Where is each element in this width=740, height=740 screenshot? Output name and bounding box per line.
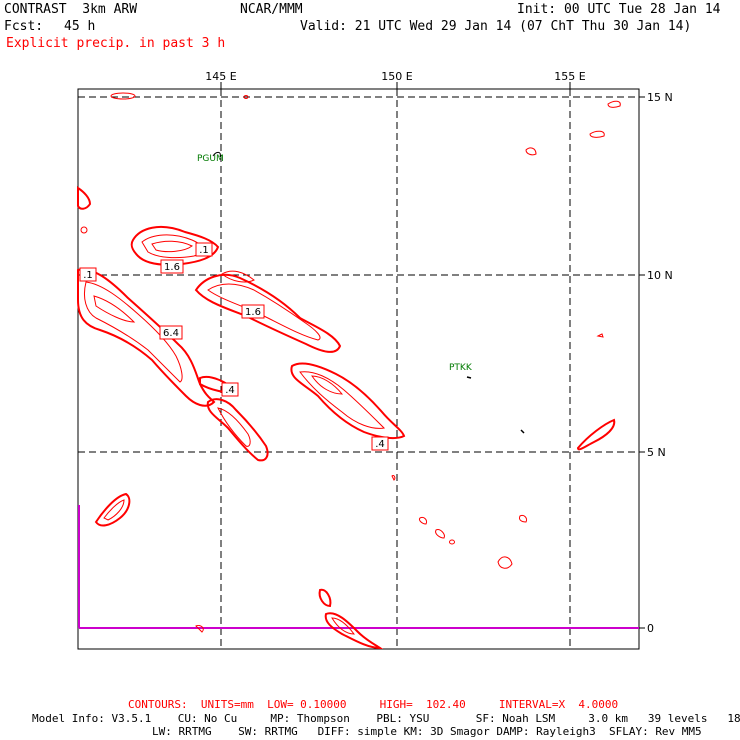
- lat-label-0: 0: [647, 622, 654, 635]
- valid-time: Valid: 21 UTC Wed 29 Jan 14 (07 ChT Thu …: [300, 19, 692, 34]
- lat-label-5n: 5 N: [647, 446, 666, 459]
- forecast-label: Fcst:: [4, 19, 44, 34]
- model-info-line-1: Model Info: V3.5.1 CU: No Cu MP: Thompso…: [32, 712, 740, 725]
- contour-label-5: 6.4: [163, 328, 179, 339]
- domain-boundary: [78, 505, 639, 629]
- station-pgum: PGUM: [197, 154, 224, 164]
- init-time: Init: 00 UTC Tue 28 Jan 14: [517, 2, 721, 17]
- lat-label-10n: 10 N: [647, 269, 673, 282]
- contour-label-2: 1.6: [164, 262, 180, 273]
- contour-label-1: .1: [199, 245, 209, 256]
- contours-info: CONTOURS: UNITS=mm LOW= 0.10000 HIGH= 10…: [128, 698, 619, 711]
- contour-label-6: .4: [225, 385, 235, 396]
- model-title: CONTRAST 3km ARW: [4, 2, 138, 17]
- lon-label-155: 155 E: [554, 70, 585, 83]
- contour-label-7: .4: [375, 439, 385, 450]
- lon-label-150: 150 E: [381, 70, 412, 83]
- grid-ticks: [220, 82, 645, 629]
- forecast-hour: 45 h: [64, 19, 96, 34]
- lat-label-15n: 15 N: [647, 91, 673, 104]
- chuuk-coastline: [466, 376, 472, 379]
- lon-label-145: 145 E: [205, 70, 236, 83]
- guam-coastline: [212, 151, 221, 158]
- contour-value-labels: .1 1.6 .1 1.6 6.4 .4 .4: [79, 242, 389, 451]
- contour-label-3: .1: [83, 270, 93, 281]
- lat-lon-grid: [78, 89, 639, 649]
- field-title: Explicit precip. in past 3 h: [6, 36, 226, 51]
- islet-coastline: [520, 429, 525, 434]
- station-ptkk: PTKK: [449, 363, 473, 373]
- map-frame: [77, 88, 640, 650]
- precip-contours: [77, 92, 621, 650]
- organization: NCAR/MMM: [240, 2, 303, 17]
- contour-label-4: 1.6: [245, 307, 261, 318]
- model-info-line-2: LW: RRTMG SW: RRTMG DIFF: simple KM: 3D …: [152, 725, 702, 738]
